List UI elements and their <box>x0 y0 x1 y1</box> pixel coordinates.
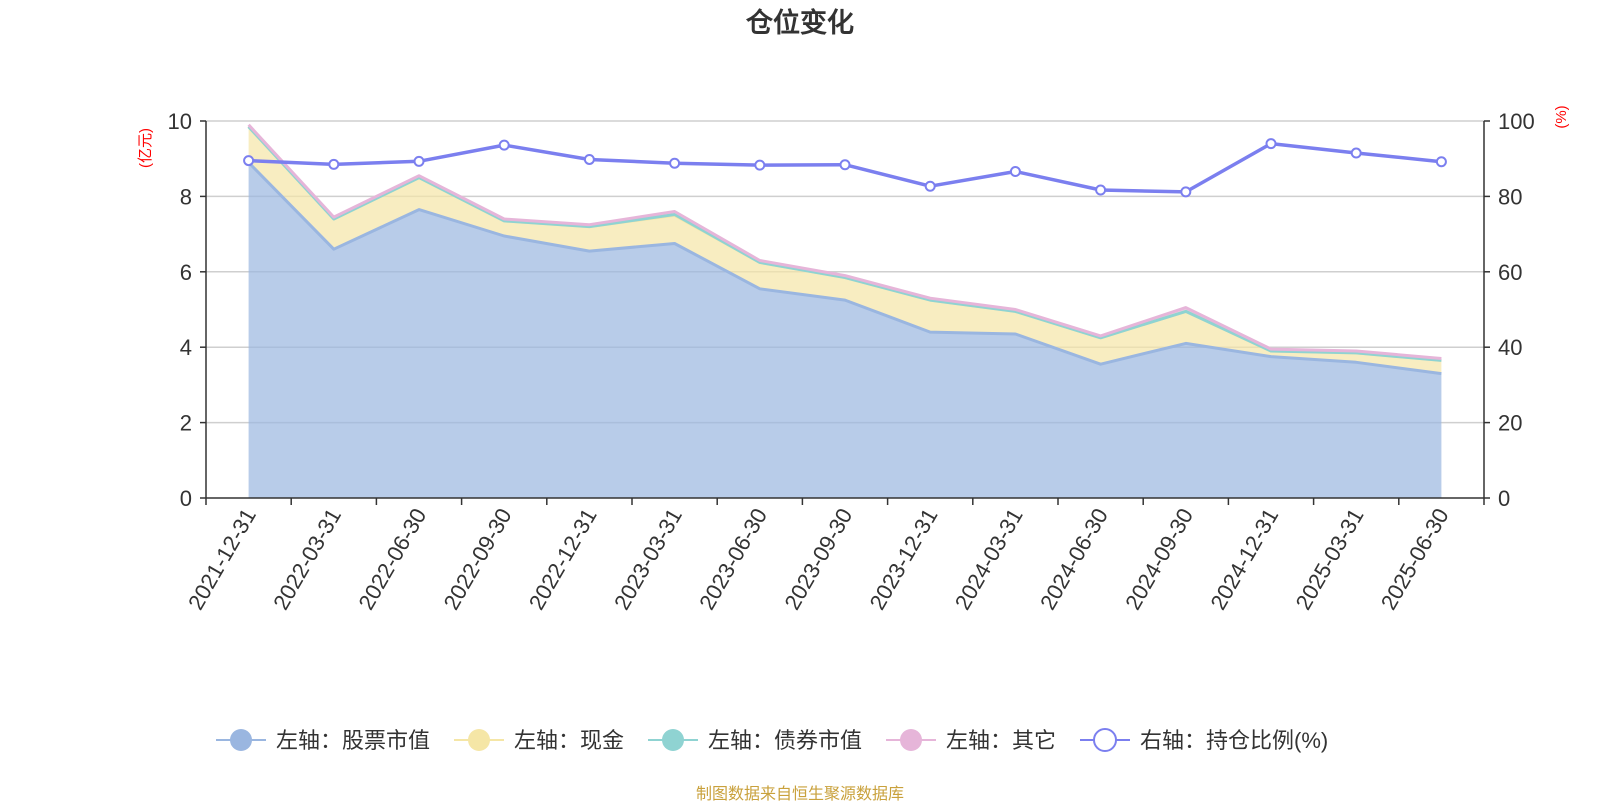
holding-ratio-point <box>328 158 340 170</box>
holding-ratio-point <box>498 139 510 151</box>
x-category-label: 2022-12-31 <box>524 504 602 614</box>
legend-cash-label: 左轴：现金 <box>514 728 624 753</box>
bond-value-line <box>247 125 1442 362</box>
legend-stock-value-label: 左轴：股票市值 <box>276 728 430 753</box>
left-axis-tick-label: 6 <box>180 260 192 285</box>
holding-ratio-point <box>583 153 595 165</box>
holding-ratio-point <box>669 157 681 169</box>
holding-ratio-point <box>1435 156 1447 168</box>
legend-stock-value-marker <box>230 729 252 751</box>
legend-other-label: 左轴：其它 <box>946 728 1056 753</box>
legend-bond-value-label: 左轴：债券市值 <box>708 728 862 753</box>
right-axis-tick-label: 100 <box>1498 109 1535 134</box>
data-source-note: 制图数据来自恒生聚源数据库 <box>695 784 904 803</box>
holding-ratio-point <box>754 159 766 171</box>
right-axis-title: (%) <box>1553 105 1570 128</box>
x-category-label: 2022-09-30 <box>439 504 517 614</box>
x-category-label: 2024-06-30 <box>1035 504 1113 614</box>
x-category-label: 2023-06-30 <box>694 504 772 614</box>
left-axis-tick-label: 2 <box>180 411 192 436</box>
holding-ratio-point <box>1095 184 1107 196</box>
holding-ratio-point <box>839 159 851 171</box>
left-axis-tick-label: 10 <box>168 109 192 134</box>
chart-title: 仓位变化 <box>745 7 854 38</box>
holding-ratio-point <box>243 155 255 167</box>
legend-holding-ratio-marker <box>1093 728 1117 752</box>
x-category-label: 2022-06-30 <box>353 504 431 614</box>
x-category-label: 2024-03-31 <box>950 504 1028 614</box>
x-category-label: 2023-12-31 <box>865 504 943 614</box>
holding-ratio-point <box>1180 186 1192 198</box>
x-category-label: 2023-09-30 <box>779 504 857 614</box>
right-axis-tick-label: 40 <box>1498 335 1522 360</box>
holding-ratio-point <box>1350 147 1362 159</box>
right-axis-tick-label: 80 <box>1498 184 1522 209</box>
left-axis-tick-label: 0 <box>180 486 192 511</box>
legend-cash-marker <box>468 729 490 751</box>
x-category-label: 2024-09-30 <box>1120 504 1198 614</box>
holding-ratio-point <box>924 180 936 192</box>
legend-bond-value-marker <box>662 729 684 751</box>
right-axis-tick-label: 60 <box>1498 260 1522 285</box>
x-category-label: 2025-06-30 <box>1376 504 1454 614</box>
left-axis-tick-label: 4 <box>180 335 192 360</box>
left-axis-title: (亿元) <box>137 128 154 168</box>
x-category-label: 2025-03-31 <box>1291 504 1369 614</box>
stock-value-line <box>247 161 1442 376</box>
right-axis-tick-label: 20 <box>1498 411 1522 436</box>
legend-other-marker <box>900 729 922 751</box>
x-category-label: 2024-12-31 <box>1205 504 1283 614</box>
stock-value-area <box>248 162 1442 498</box>
holding-ratio-point <box>1265 138 1277 150</box>
x-category-label: 2023-03-31 <box>609 504 687 614</box>
legend-holding-ratio-label: 右轴：持仓比例(%) <box>1140 728 1328 753</box>
other-line <box>247 123 1442 360</box>
right-axis-tick-label: 0 <box>1498 486 1510 511</box>
holding-ratio-point <box>413 155 425 167</box>
holding-ratio-point <box>1009 166 1021 178</box>
x-category-label: 2021-12-31 <box>183 504 261 614</box>
left-axis-tick-label: 8 <box>180 184 192 209</box>
x-category-label: 2022-03-31 <box>268 504 346 614</box>
